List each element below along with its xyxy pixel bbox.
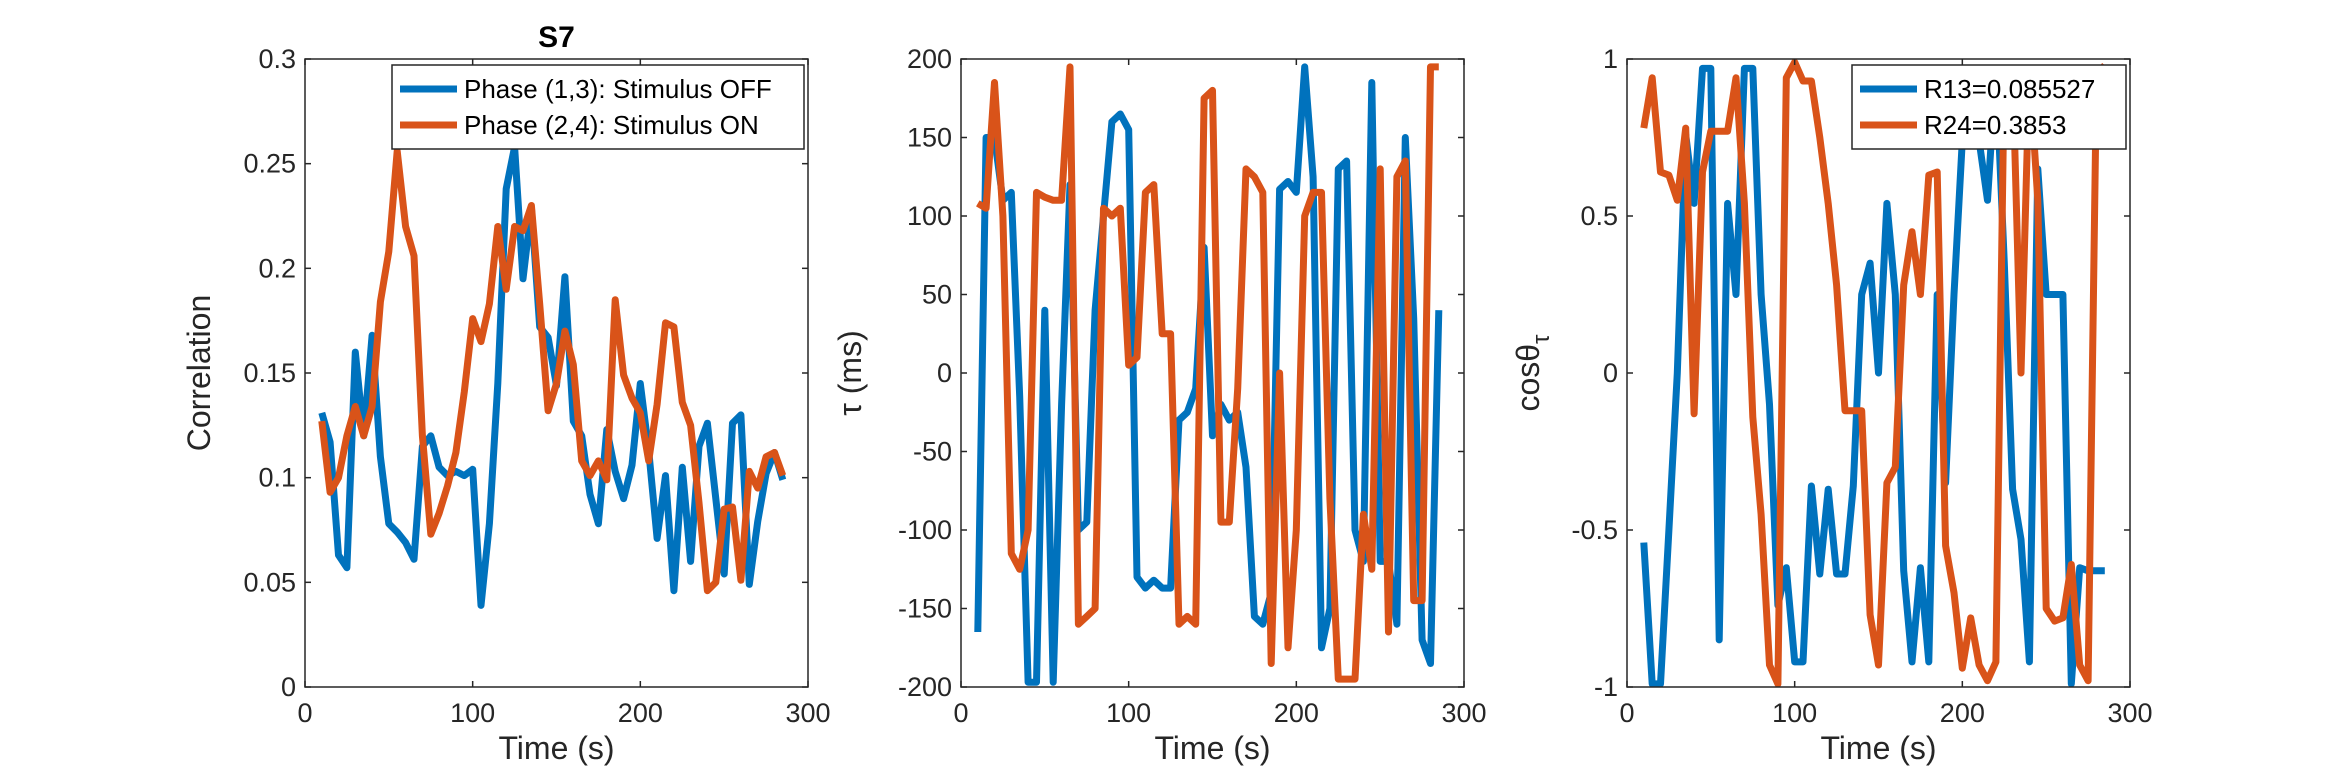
y-tick-label: -1	[1594, 672, 1618, 702]
y-tick-label: -200	[898, 672, 952, 702]
series-line-1	[318, 143, 787, 609]
y-tick-label: 200	[907, 44, 952, 74]
y-tick-label: 50	[922, 280, 952, 310]
legend: R13=0.085527 R24=0.3853	[1851, 64, 2127, 150]
x-tick-label: 300	[2107, 698, 2152, 728]
series-line-1	[1640, 64, 2105, 688]
y-tick-label: 0.3	[258, 44, 296, 74]
legend: Phase (1,3): Stimulus OFF Phase (2,4): St…	[391, 64, 805, 150]
panel-cos-theta: 0 100 200 300 -1 -0.5 0 0.5 1 Time (s) cosθτ R13…	[1510, 44, 2153, 766]
y-axis-label-subscript: τ	[1528, 334, 1555, 344]
x-tick-label: 300	[785, 698, 830, 728]
series-line-2	[318, 147, 787, 595]
y-tick-label: -150	[898, 594, 952, 624]
y-tick-label: 1	[1603, 44, 1618, 74]
x-tick-label: 200	[1274, 698, 1319, 728]
y-tick-label: 100	[907, 201, 952, 231]
x-axis-label: Time (s)	[498, 730, 614, 766]
y-tick-label: 0.1	[258, 463, 296, 493]
y-tick-label: 150	[907, 123, 952, 153]
x-axis-label: Time (s)	[1154, 730, 1270, 766]
x-tick-label: 100	[1772, 698, 1817, 728]
x-tick-label: 100	[450, 698, 495, 728]
y-tick-label: -100	[898, 515, 952, 545]
y-tick-label: 0	[281, 672, 296, 702]
panel-tau: 0 100 200 300 -200 -150 -100 -50 0 50 100 150 200 Ti…	[832, 44, 1487, 766]
chart-title: S7	[538, 21, 575, 54]
series-line-2	[976, 63, 1439, 683]
legend-label: Phase (1,3): Stimulus OFF	[464, 74, 772, 104]
y-tick-label: 0.2	[258, 253, 296, 283]
x-tick-label: 0	[1619, 698, 1634, 728]
y-axis-label: cosθτ	[1510, 334, 1555, 412]
x-axis-label: Time (s)	[1820, 730, 1936, 766]
y-tick-label: -0.5	[1571, 515, 1618, 545]
y-axis-label-main: cosθ	[1510, 344, 1546, 412]
legend-box	[1851, 64, 2127, 150]
x-tick-label: 300	[1441, 698, 1486, 728]
y-tick-label: 0	[937, 358, 952, 388]
legend-box	[391, 64, 805, 150]
y-tick-label: -50	[913, 437, 952, 467]
y-tick-label: 0.05	[243, 567, 296, 597]
legend-label: R24=0.3853	[1924, 110, 2066, 140]
legend-label: R13=0.085527	[1924, 74, 2095, 104]
x-tick-label: 0	[953, 698, 968, 728]
y-tick-label: 0.5	[1580, 201, 1618, 231]
y-tick-label: 0.15	[243, 358, 296, 388]
panel-correlation: S7 0 100 200 300 0 0.05 0.1 0.15 0.2 0.25 0.3 Time…	[181, 21, 831, 766]
y-axis-label: Correlation	[181, 295, 217, 452]
x-tick-label: 200	[618, 698, 663, 728]
x-tick-label: 100	[1106, 698, 1151, 728]
legend-label: Phase (2,4): Stimulus ON	[464, 110, 759, 140]
x-tick-label: 0	[297, 698, 312, 728]
x-tick-label: 200	[1940, 698, 1985, 728]
y-axis-label: τ (ms)	[832, 330, 868, 416]
y-tick-label: 0.25	[243, 149, 296, 179]
y-tick-label: 0	[1603, 358, 1618, 388]
